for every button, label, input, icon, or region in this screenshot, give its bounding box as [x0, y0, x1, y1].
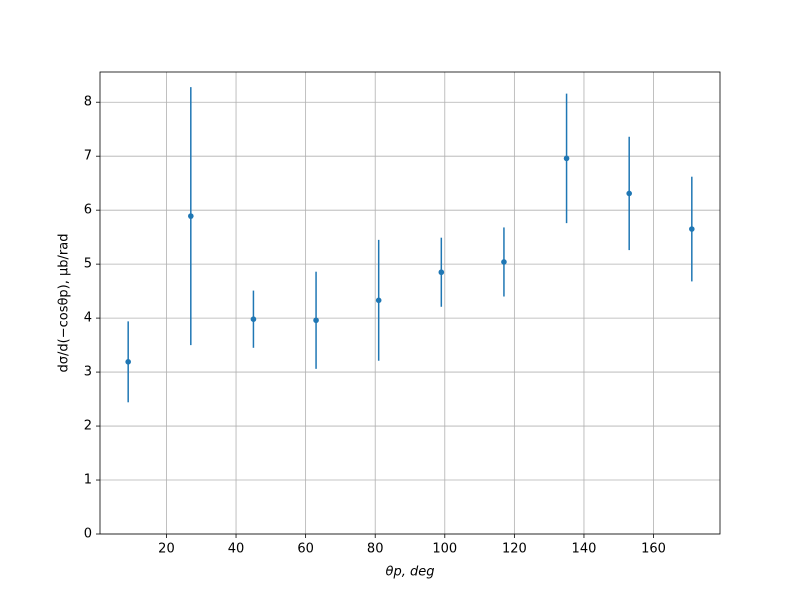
data-point [626, 190, 632, 197]
x-tick-label: 120 [502, 542, 527, 557]
x-tick-label: 40 [228, 542, 245, 557]
y-axis-label: dσ/d(−cosθp), μb/rad [57, 234, 72, 373]
data-point [250, 316, 257, 322]
y-tick-label: 6 [84, 203, 92, 218]
x-tick-label: 100 [432, 542, 457, 557]
y-tick-label: 5 [84, 257, 92, 272]
y-tick-label: 8 [84, 95, 92, 110]
data-point [501, 259, 507, 265]
data-point [313, 317, 319, 324]
plot-frame [99, 71, 721, 535]
data-point [188, 213, 194, 219]
data-point [563, 155, 570, 162]
y-tick-label: 0 [84, 527, 92, 542]
x-tick-label: 140 [572, 542, 597, 557]
data-point [689, 226, 695, 232]
data-point [438, 269, 445, 276]
x-axis-label: θp, deg [386, 565, 435, 580]
y-tick-label: 4 [84, 311, 92, 326]
x-tick-label: 60 [297, 542, 314, 557]
x-tick-label: 20 [158, 542, 175, 557]
x-tick-label: 160 [641, 542, 666, 557]
y-tick-label: 7 [84, 149, 92, 164]
y-tick-label: 2 [84, 419, 92, 434]
y-tick-label: 1 [84, 473, 92, 488]
x-tick-label: 80 [367, 542, 384, 557]
data-point [375, 297, 382, 304]
y-tick-label: 3 [84, 365, 92, 380]
data-point [125, 359, 131, 365]
